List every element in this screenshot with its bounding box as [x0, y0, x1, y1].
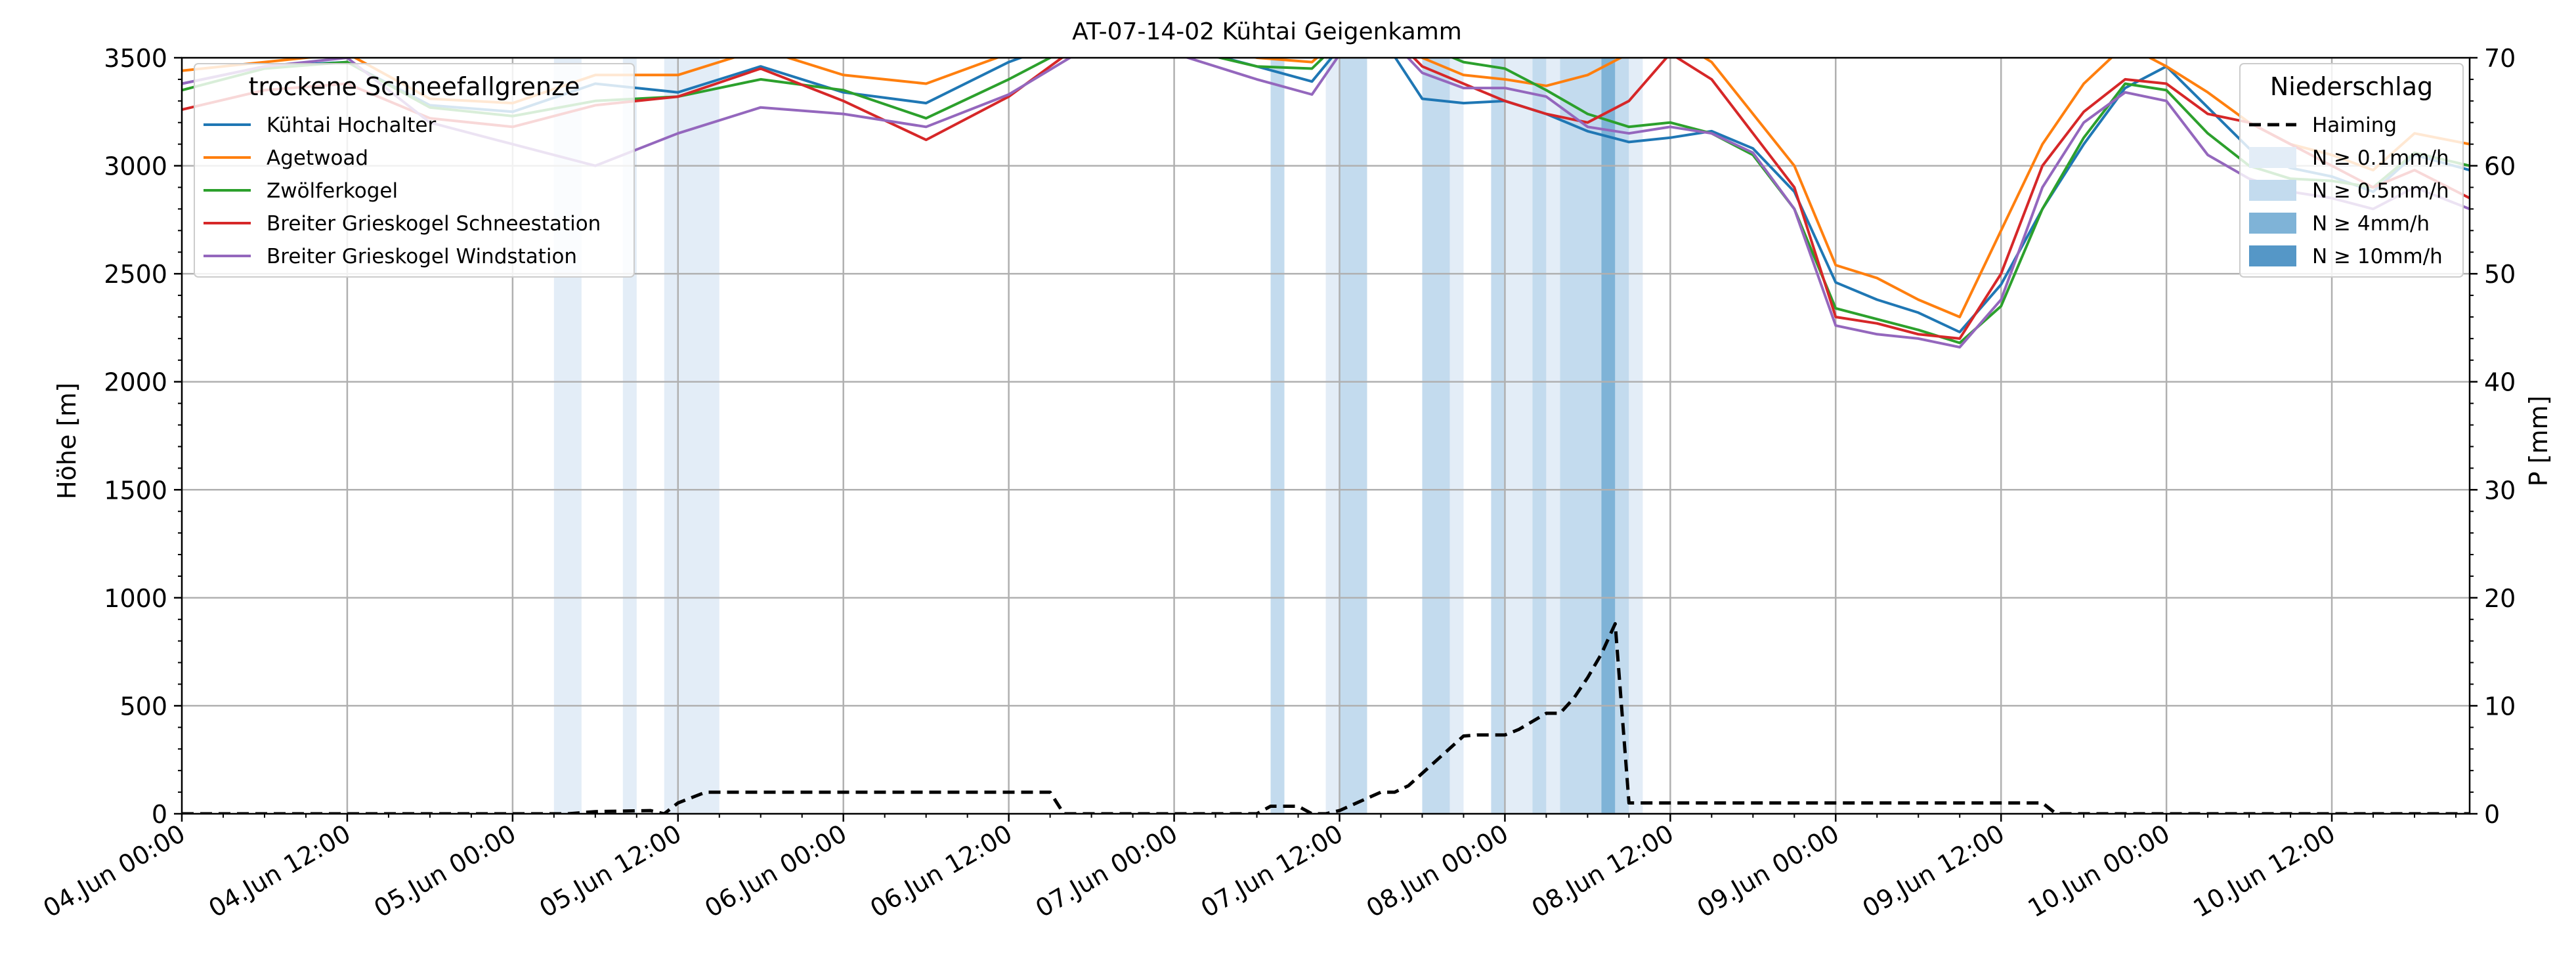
y2-tick-label: 60	[2484, 152, 2516, 181]
y-tick-label: 3000	[104, 152, 167, 181]
y2-axis-label: P [mm]	[2524, 396, 2553, 487]
precip-band	[1546, 58, 1560, 814]
legend-left-entry: Breiter Grieskogel Windstation	[267, 245, 577, 268]
legend-right-swatch	[2249, 213, 2296, 234]
y2-tick-label: 40	[2484, 368, 2516, 397]
precip-band	[1449, 58, 1464, 814]
precip-band	[1532, 58, 1547, 814]
series-line	[182, 58, 2470, 333]
precip-band	[1601, 58, 1616, 814]
legend-right-entry: N ≥ 0.1mm/h	[2312, 146, 2449, 170]
series-line	[182, 58, 2470, 318]
precip-band	[1339, 58, 1367, 814]
y2-tick-label: 30	[2484, 476, 2516, 505]
y-tick-label: 3500	[104, 44, 167, 73]
y2-tick-label: 50	[2484, 260, 2516, 289]
precip-band	[1505, 58, 1533, 814]
series-line	[182, 58, 2470, 340]
legend-right-entry: N ≥ 4mm/h	[2312, 212, 2430, 236]
y-tick-label: 1000	[104, 584, 167, 613]
legend-left-entry: Kühtai Hochalter	[267, 114, 437, 137]
plot-frame	[181, 56, 2471, 815]
y-tick-label: 500	[119, 692, 167, 721]
precip-band	[1615, 58, 1629, 814]
y-tick-label: 0	[152, 800, 167, 829]
legend-left-box	[194, 63, 635, 278]
legend-right-entry: Haiming	[2312, 114, 2397, 137]
precipitation-line	[182, 621, 2470, 814]
y-axis-label: Höhe [m]	[53, 383, 81, 499]
precip-band	[1629, 58, 1643, 814]
legend-right-swatch	[2249, 245, 2296, 266]
legend-right-entry: N ≥ 0.5mm/h	[2312, 179, 2449, 203]
y2-tick-label: 20	[2484, 584, 2516, 613]
y-tick-label: 2000	[104, 368, 167, 397]
chart-title: AT-07-14-02 Kühtai Geigenkamm	[1072, 18, 1462, 45]
series-line	[182, 58, 2470, 345]
precip-band	[1325, 58, 1340, 814]
precip-band	[1422, 58, 1450, 814]
legend-right-entry: N ≥ 10mm/h	[2312, 245, 2443, 268]
legend-left-entry: Breiter Grieskogel Schneestation	[267, 212, 601, 236]
precip-band	[664, 58, 719, 814]
legend-right-title: Niederschlag	[2270, 72, 2433, 101]
legend-left-title: trockene Schneefallgrenze	[249, 72, 580, 101]
y2-tick-label: 0	[2484, 800, 2500, 829]
y-tick-label: 2500	[104, 260, 167, 289]
y-tick-label: 1500	[104, 476, 167, 505]
legend-left-entry: Zwölferkogel	[267, 179, 398, 203]
precip-band	[1491, 58, 1505, 814]
y2-tick-label: 70	[2484, 44, 2516, 73]
y2-tick-label: 10	[2484, 692, 2516, 721]
legend-right-swatch	[2249, 180, 2296, 201]
legend-left-entry: Agetwoad	[267, 146, 368, 170]
precip-band	[1270, 58, 1285, 814]
precip-band	[1560, 58, 1602, 814]
series-line	[182, 58, 2470, 349]
legend-right-swatch	[2249, 147, 2296, 168]
